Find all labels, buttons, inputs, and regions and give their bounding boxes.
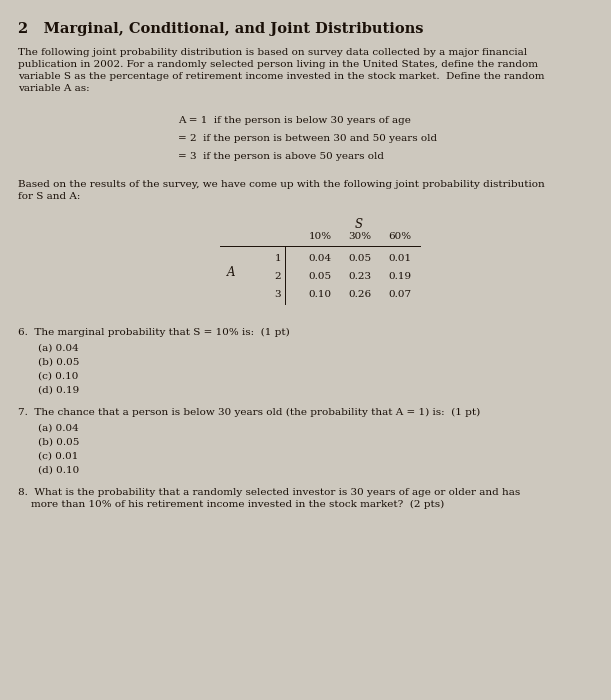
Text: 6.  The marginal probability that S = 10% is:  (1 pt): 6. The marginal probability that S = 10%… (18, 328, 290, 337)
Text: = 2  if the person is between 30 and 50 years old: = 2 if the person is between 30 and 50 y… (178, 134, 437, 143)
Text: 0.10: 0.10 (309, 290, 332, 299)
Text: (d) 0.19: (d) 0.19 (38, 386, 79, 395)
Text: 2: 2 (274, 272, 281, 281)
Text: (b) 0.05: (b) 0.05 (38, 438, 79, 447)
Text: (a) 0.04: (a) 0.04 (38, 424, 79, 433)
Text: 3: 3 (274, 290, 281, 299)
Text: 0.26: 0.26 (348, 290, 371, 299)
Text: Based on the results of the survey, we have come up with the following joint pro: Based on the results of the survey, we h… (18, 180, 545, 201)
Text: 10%: 10% (309, 232, 332, 241)
Text: 1: 1 (274, 254, 281, 263)
Text: 0.05: 0.05 (309, 272, 332, 281)
Text: 0.01: 0.01 (389, 254, 412, 263)
Text: 30%: 30% (348, 232, 371, 241)
Text: 0.05: 0.05 (348, 254, 371, 263)
Text: (a) 0.04: (a) 0.04 (38, 344, 79, 353)
Text: 0.23: 0.23 (348, 272, 371, 281)
Text: The following joint probability distribution is based on survey data collected b: The following joint probability distribu… (18, 48, 544, 94)
Text: 2   Marginal, Conditional, and Joint Distributions: 2 Marginal, Conditional, and Joint Distr… (18, 22, 423, 36)
Text: A: A (227, 265, 235, 279)
Text: 0.04: 0.04 (309, 254, 332, 263)
Text: 8.  What is the probability that a randomly selected investor is 30 years of age: 8. What is the probability that a random… (18, 488, 520, 510)
Text: 60%: 60% (389, 232, 412, 241)
Text: (d) 0.10: (d) 0.10 (38, 466, 79, 475)
Text: A = 1  if the person is below 30 years of age: A = 1 if the person is below 30 years of… (178, 116, 411, 125)
Text: (c) 0.01: (c) 0.01 (38, 452, 78, 461)
Text: 7.  The chance that a person is below 30 years old (the probability that A = 1) : 7. The chance that a person is below 30 … (18, 408, 480, 417)
Text: 0.19: 0.19 (389, 272, 412, 281)
Text: S: S (355, 218, 363, 231)
Text: = 3  if the person is above 50 years old: = 3 if the person is above 50 years old (178, 152, 384, 161)
Text: (c) 0.10: (c) 0.10 (38, 372, 78, 381)
Text: 0.07: 0.07 (389, 290, 412, 299)
Text: (b) 0.05: (b) 0.05 (38, 358, 79, 367)
